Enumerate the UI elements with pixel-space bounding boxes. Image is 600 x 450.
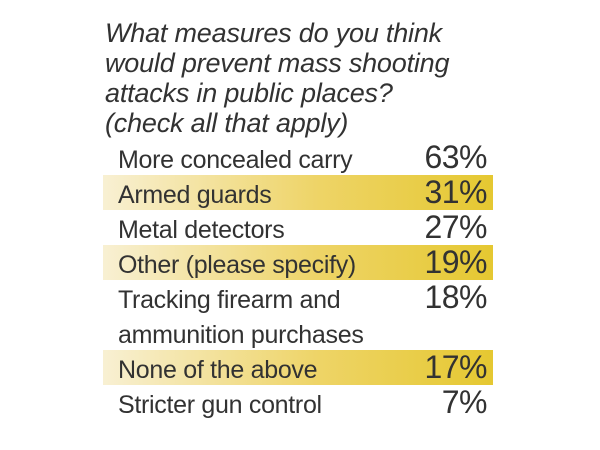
row-label: Other (please specify) [118, 251, 356, 279]
row-value: 18% [424, 279, 487, 315]
row-value: 31% [424, 174, 487, 210]
table-row: Metal detectors 27% [103, 210, 493, 245]
row-label: Armed guards [118, 181, 272, 209]
chart-title: What measures do you think would prevent… [105, 18, 450, 138]
table-row: More concealed carry 63% [103, 140, 493, 175]
row-label: More concealed carry [118, 146, 353, 174]
row-value: 63% [424, 139, 487, 175]
row-value: 27% [424, 209, 487, 245]
row-label: Tracking firearm and ammunition purchase… [118, 286, 364, 349]
row-value: 7% [441, 384, 488, 420]
table-row: None of the above 17% [103, 350, 493, 385]
row-label: Stricter gun control [118, 391, 322, 419]
table-row: Stricter gun control 7% [103, 385, 493, 420]
table-row: Other (please specify) 19% [103, 245, 493, 280]
row-value: 17% [424, 349, 487, 385]
survey-results-chart: What measures do you think would prevent… [103, 18, 493, 420]
table-row: Armed guards 31% [103, 175, 493, 210]
row-label: None of the above [118, 356, 318, 384]
row-label: Metal detectors [118, 216, 285, 244]
results-table: More concealed carry 63% Armed guards 31… [103, 140, 493, 420]
table-row: Tracking firearm and ammunition purchase… [103, 280, 493, 350]
row-value: 19% [424, 244, 487, 280]
